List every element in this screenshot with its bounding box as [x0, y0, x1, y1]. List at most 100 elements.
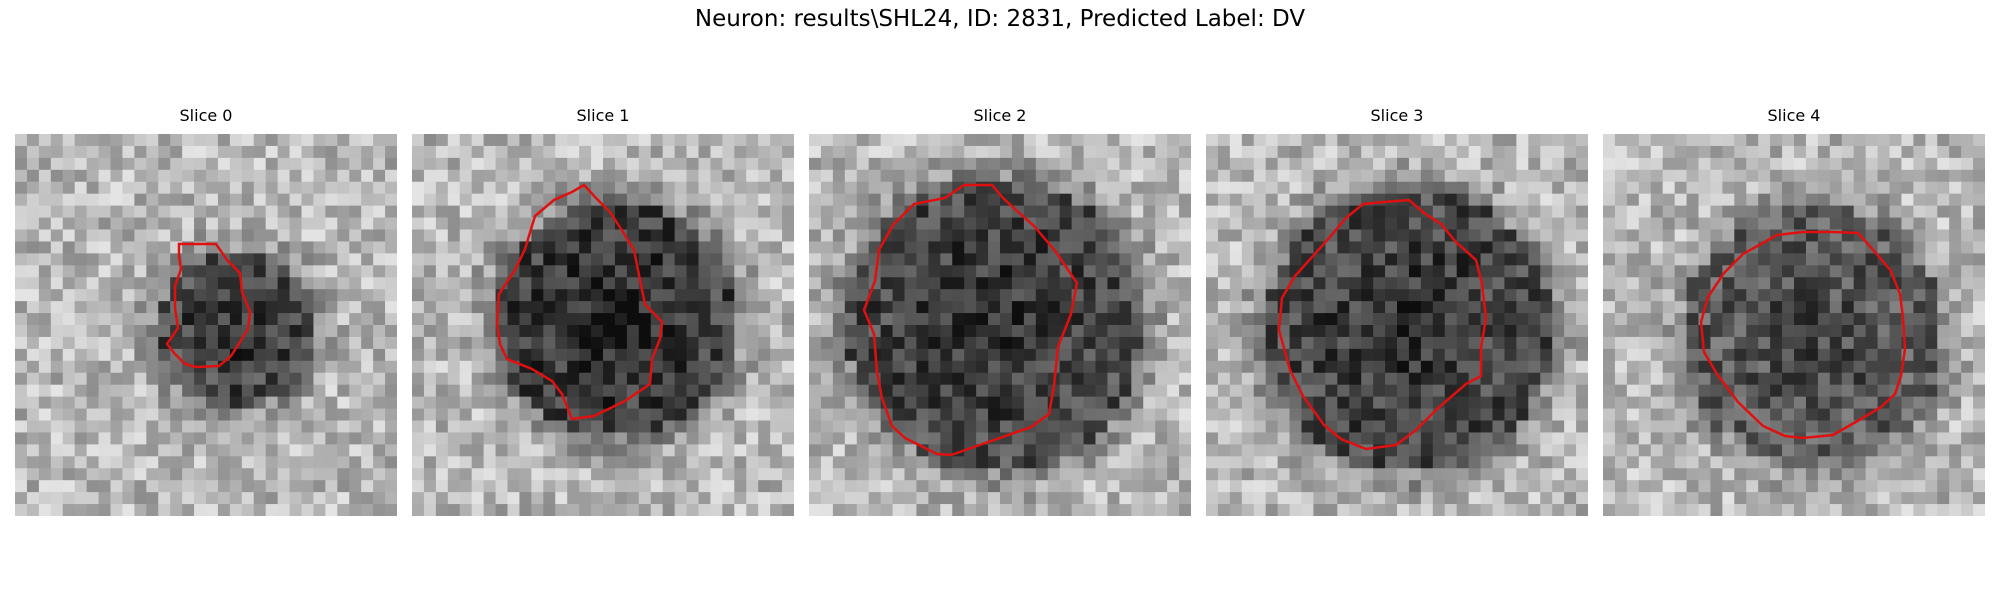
- pixel-cell: [1000, 134, 1013, 147]
- pixel-cell: [638, 169, 652, 183]
- pixel-cell: [110, 301, 123, 314]
- pixel-cell: [844, 444, 858, 457]
- pixel-cell: [1265, 313, 1279, 326]
- pixel-cell: [1516, 492, 1529, 505]
- pixel-cell: [698, 372, 711, 386]
- pixel-cell: [1337, 325, 1350, 338]
- pixel-cell: [579, 492, 592, 505]
- pixel-cell: [50, 325, 64, 338]
- pixel-cell: [1325, 480, 1338, 493]
- pixel-cell: [1710, 408, 1723, 421]
- pixel-cell: [1167, 289, 1180, 302]
- pixel-cell: [1408, 301, 1422, 314]
- pixel-cell: [1408, 360, 1422, 374]
- pixel-cell: [1650, 181, 1664, 195]
- pixel-cell: [15, 289, 28, 302]
- pixel-cell: [844, 336, 858, 350]
- pixel-cell: [1758, 444, 1771, 457]
- pixel-cell: [1576, 468, 1588, 481]
- pixel-cell: [904, 169, 917, 183]
- pixel-cell: [519, 336, 532, 350]
- pixel-cell: [1277, 420, 1290, 433]
- pixel-cell: [880, 313, 893, 326]
- pixel-cell: [1552, 169, 1565, 183]
- pixel-cell: [868, 217, 882, 230]
- pixel-cell: [746, 420, 759, 433]
- pixel-cell: [146, 468, 159, 481]
- pixel-cell: [194, 193, 207, 207]
- pixel-cell: [614, 265, 628, 278]
- pixel-cell: [1167, 492, 1180, 505]
- pixel-cell: [1829, 408, 1843, 421]
- pixel-cell: [495, 420, 508, 433]
- pixel-cell: [122, 360, 135, 374]
- pixel-cell: [74, 301, 88, 314]
- pixel-cell: [361, 348, 374, 362]
- pixel-cell: [1925, 348, 1938, 362]
- pixel-cell: [337, 241, 350, 254]
- pixel-cell: [1492, 432, 1505, 445]
- pixel-cell: [880, 145, 893, 159]
- pixel-cell: [170, 134, 183, 147]
- pixel-cell: [15, 181, 28, 195]
- pixel-cell: [1408, 480, 1422, 493]
- pixel-cell: [1229, 396, 1243, 409]
- pixel-cell: [50, 360, 64, 374]
- pixel-cell: [1000, 492, 1013, 505]
- pixel-cell: [253, 265, 267, 278]
- pixel-cell: [1143, 456, 1156, 469]
- pixel-cell: [1229, 408, 1243, 421]
- pixel-cell: [253, 253, 267, 266]
- pixel-cell: [1349, 241, 1362, 254]
- pixel-cell: [1277, 253, 1290, 266]
- pixel-cell: [626, 420, 640, 433]
- pixel-cell: [868, 134, 882, 147]
- pixel-cell: [1011, 241, 1025, 254]
- pixel-cell: [1119, 265, 1132, 278]
- pixel-cell: [1949, 301, 1962, 314]
- pixel-cell: [146, 229, 159, 242]
- pixel-cell: [770, 229, 783, 242]
- pixel-cell: [1829, 456, 1843, 469]
- pixel-cell: [1167, 205, 1180, 218]
- pixel-cell: [952, 289, 965, 302]
- pixel-cell: [1167, 372, 1180, 386]
- pixel-cell: [15, 504, 28, 516]
- pixel-cell: [1179, 480, 1191, 493]
- pixel-cell: [1301, 289, 1314, 302]
- pixel-cell: [423, 372, 437, 386]
- pixel-cell: [832, 396, 846, 409]
- pixel-cell: [722, 325, 735, 338]
- pixel-cell: [809, 456, 822, 469]
- pixel-cell: [543, 205, 556, 218]
- pixel-cell: [74, 169, 88, 183]
- pixel-cell: [1516, 134, 1529, 147]
- pixel-cell: [1420, 217, 1434, 230]
- pixel-cell: [1877, 384, 1890, 398]
- pixel-cell: [1385, 157, 1398, 171]
- pixel-cell: [313, 420, 326, 433]
- pixel-cell: [1913, 229, 1926, 242]
- pixel-cell: [1734, 169, 1747, 183]
- pixel-cell: [976, 468, 989, 481]
- pixel-cell: [1576, 420, 1588, 433]
- pixel-cell: [337, 169, 350, 183]
- pixel-cell: [1107, 193, 1120, 207]
- pixel-cell: [435, 217, 449, 230]
- pixel-cell: [868, 301, 882, 314]
- pixel-cell: [459, 348, 473, 362]
- pixel-cell: [1313, 289, 1326, 302]
- pixel-cell: [349, 444, 362, 457]
- pixel-cell: [531, 301, 544, 314]
- pixel-cell: [1313, 444, 1326, 457]
- pixel-cell: [1456, 217, 1470, 230]
- pixel-cell: [158, 253, 171, 266]
- pixel-cell: [1504, 205, 1517, 218]
- pixel-cell: [603, 265, 616, 278]
- pixel-cell: [782, 217, 794, 230]
- pixel-cell: [1241, 492, 1255, 505]
- pixel-cell: [1059, 360, 1073, 374]
- pixel-cell: [1889, 241, 1902, 254]
- pixel-cell: [1516, 229, 1529, 242]
- pixel-cell: [1206, 348, 1219, 362]
